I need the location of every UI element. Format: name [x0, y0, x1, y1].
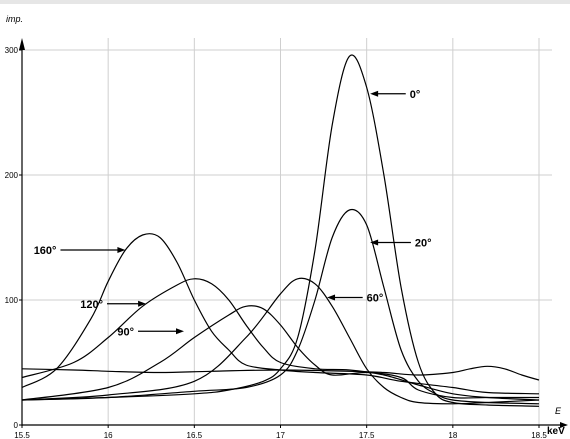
- series-lines: [21, 54, 540, 407]
- annotation-arrow-head: [138, 300, 147, 307]
- annotation-label: 160°: [34, 245, 57, 257]
- series-line-2: [21, 277, 540, 405]
- annotation-arrow-head: [175, 328, 184, 335]
- y-tick-label: 200: [5, 171, 19, 180]
- annotations: 0° 20° 60° 160° 120° 90°: [34, 89, 432, 339]
- x-axis-label: E: [555, 406, 562, 416]
- x-axis-arrow: [560, 422, 568, 428]
- y-axis-label: imp.: [6, 14, 23, 24]
- x-tick-label: 18.5: [531, 431, 547, 439]
- annotation-label: 120°: [80, 299, 103, 311]
- y-tick-label: 100: [5, 296, 19, 305]
- y-axis-arrow: [19, 38, 25, 50]
- annotation-arrow-head: [370, 239, 379, 246]
- x-tick-label: 16.5: [187, 431, 203, 439]
- x-tick-label: 16: [104, 431, 113, 439]
- y-tick-label: 300: [5, 46, 19, 55]
- annotation-label: 20°: [415, 238, 432, 250]
- x-tick-label: 17.5: [359, 431, 375, 439]
- x-axis-unit: keV: [547, 426, 565, 437]
- annotation-arrow-head: [370, 90, 379, 97]
- annotation-arrow-head: [117, 247, 126, 253]
- grid: [22, 38, 552, 425]
- x-tick-label: 18: [448, 431, 457, 439]
- tick-labels: 15.5 16 16.5 17 17.5 18 18.5 0 100 200 300: [5, 46, 548, 439]
- top-bar: [0, 0, 570, 4]
- x-tick-label: 15.5: [14, 431, 30, 439]
- x-tick-label: 17: [276, 431, 285, 439]
- annotation-arrow-head: [327, 294, 336, 301]
- series-line-6: [21, 365, 540, 381]
- series-line-3: [21, 305, 539, 401]
- annotation-label: 60°: [367, 293, 384, 305]
- series-line-4: [21, 278, 540, 401]
- y-tick-label: 0: [14, 421, 19, 430]
- annotation-label: 0°: [410, 89, 421, 101]
- annotation-label: 90°: [117, 326, 134, 338]
- axes: [19, 38, 568, 428]
- series-line-5: [21, 233, 540, 395]
